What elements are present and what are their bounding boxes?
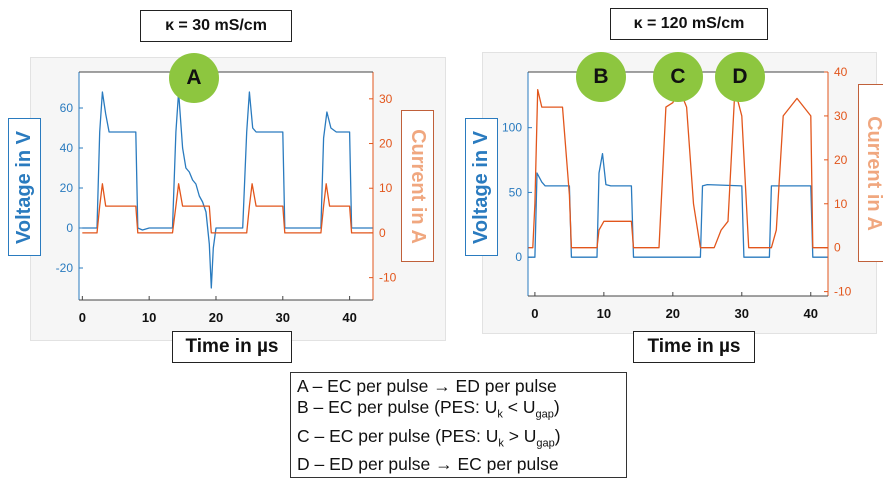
x-tick-label: 0 xyxy=(79,310,86,325)
left-y-tick-label: 0 xyxy=(515,250,522,264)
right-y-tick-label: 20 xyxy=(379,137,393,151)
left-y-tick-label: 40 xyxy=(60,141,74,155)
right-y-tick-label: -10 xyxy=(379,271,397,285)
right-xlabel: Time in µs xyxy=(633,331,755,363)
right-y-tick-label: 30 xyxy=(834,109,848,123)
right-y-tick-label: 0 xyxy=(834,241,841,255)
x-tick-label: 40 xyxy=(342,310,356,325)
marker-d-label: D xyxy=(732,65,748,88)
legend-line-d: D – ED per pulse → EC per pulse xyxy=(297,454,559,474)
x-tick-label: 40 xyxy=(804,306,818,321)
right-y-tick-label: -10 xyxy=(834,285,852,299)
plot-area xyxy=(79,72,373,300)
left-y-tick-label: -20 xyxy=(56,261,74,275)
marker-d: D xyxy=(715,52,765,102)
x-tick-label: 0 xyxy=(531,306,538,321)
left-voltage-label: Voltage in V xyxy=(8,118,41,256)
left-chart-title: κ = 30 mS/cm xyxy=(140,10,292,42)
voltage-series-line xyxy=(528,152,828,258)
legend-line-b: B – EC per pulse (PES: Uk < Ugap) xyxy=(297,397,560,421)
x-tick-label: 10 xyxy=(142,310,156,325)
right-voltage-label: Voltage in V xyxy=(465,118,498,256)
left-y-tick-label: 60 xyxy=(60,101,74,115)
x-tick-label: 30 xyxy=(735,306,749,321)
marker-a-label: A xyxy=(186,66,202,89)
x-tick-label: 10 xyxy=(597,306,611,321)
left-y-tick-label: 20 xyxy=(60,181,74,195)
right-y-tick-label: 10 xyxy=(379,181,393,195)
x-tick-label: 30 xyxy=(276,310,290,325)
plot-area xyxy=(528,72,828,296)
right-y-tick-label: 20 xyxy=(834,153,848,167)
right-y-tick-label: 10 xyxy=(834,197,848,211)
voltage-series-line xyxy=(82,91,373,289)
marker-b-label: B xyxy=(593,65,609,88)
left-y-tick-label: 50 xyxy=(509,185,523,199)
x-tick-label: 20 xyxy=(666,306,680,321)
legend-line-c: C – EC per pulse (PES: Uk > Ugap) xyxy=(297,425,561,450)
right-y-tick-label: 0 xyxy=(379,226,386,240)
left-y-tick-label: 0 xyxy=(66,221,73,235)
left-xlabel: Time in µs xyxy=(172,331,292,363)
left-current-label: Current in A xyxy=(401,110,434,262)
right-y-tick-label: 40 xyxy=(834,65,848,79)
current-series-line xyxy=(82,183,373,234)
left-y-tick-label: 100 xyxy=(502,121,522,135)
marker-c-label: C xyxy=(670,65,686,88)
right-y-tick-label: 30 xyxy=(379,92,393,106)
marker-c: C xyxy=(653,52,703,102)
legend-line-a: A – EC per pulse → ED per pulse xyxy=(297,376,557,396)
right-chart-title: κ = 120 mS/cm xyxy=(610,8,768,40)
right-current-label: Current in A xyxy=(858,84,883,262)
x-tick-label: 20 xyxy=(209,310,223,325)
marker-a: A xyxy=(169,53,219,103)
legend-box: A – EC per pulse → ED per pulse B – EC p… xyxy=(290,372,627,478)
marker-b: B xyxy=(576,52,626,102)
